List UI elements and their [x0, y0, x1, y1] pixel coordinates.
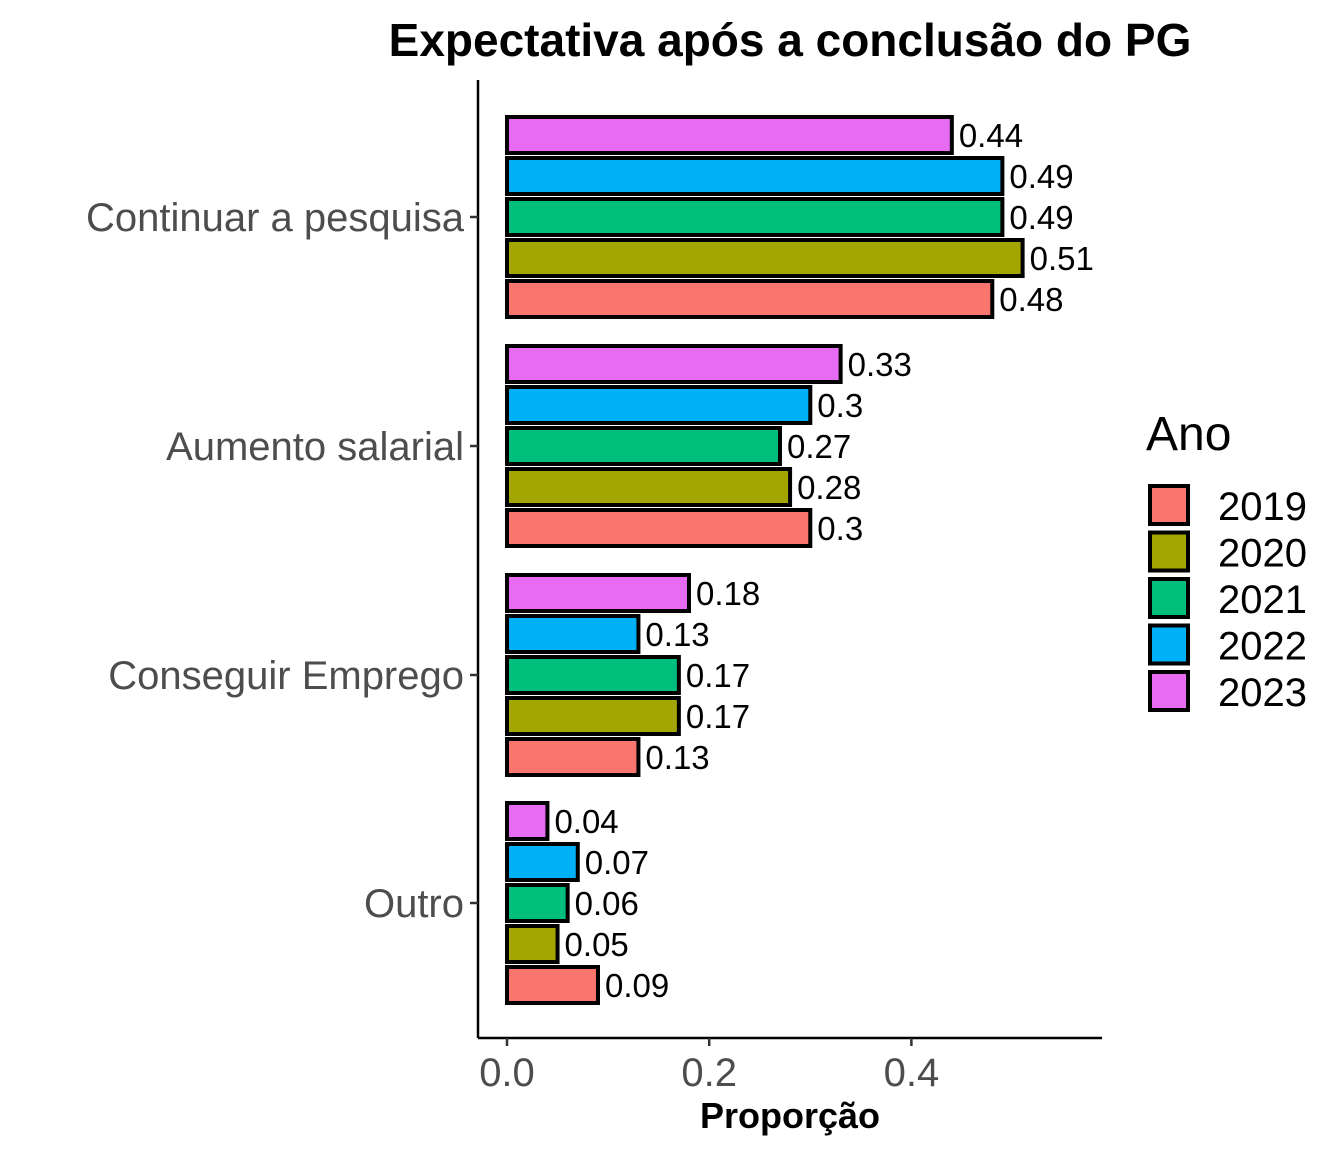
bar-2020-2 — [505, 696, 681, 736]
value-label-2023-1: 0.33 — [848, 346, 912, 383]
legend-key-2019 — [1148, 484, 1190, 526]
value-label-2020-2: 0.17 — [686, 698, 750, 735]
bar-2020-1 — [505, 467, 793, 507]
chart-title: Expectativa após a conclusão do PG — [389, 14, 1192, 66]
x-tick-label-1: 0.2 — [681, 1051, 737, 1095]
value-label-2021-2: 0.17 — [686, 657, 750, 694]
value-label-2022-1: 0.3 — [817, 387, 863, 424]
bar-2019-2 — [505, 737, 641, 777]
y-axis: Continuar a pesquisa Aumento salarial Cons… — [86, 196, 478, 926]
bar-2019-3 — [505, 965, 600, 1005]
x-tick-label-0: 0.0 — [479, 1051, 535, 1095]
bar-2022-0 — [505, 156, 1005, 196]
bar-2019-1 — [505, 508, 813, 548]
bar-2023-3 — [505, 801, 550, 841]
value-label-2019-3: 0.09 — [605, 967, 669, 1004]
value-label-2020-3: 0.05 — [565, 926, 629, 963]
value-label-2019-1: 0.3 — [817, 510, 863, 547]
category-label-3: Outro — [364, 882, 464, 926]
value-label-2022-0: 0.49 — [1009, 158, 1073, 195]
value-label-2020-0: 0.51 — [1030, 240, 1094, 277]
x-axis-title: Proporção — [700, 1095, 880, 1136]
legend-label-2021: 2021 — [1218, 578, 1307, 622]
value-label-2022-2: 0.13 — [645, 616, 709, 653]
bar-2022-2 — [505, 614, 641, 654]
bar-2021-1 — [505, 426, 782, 466]
value-label-2022-3: 0.07 — [585, 844, 649, 881]
value-label-2019-0: 0.48 — [999, 281, 1063, 318]
legend-title: Ano — [1146, 408, 1231, 461]
category-label-2: Conseguir Emprego — [108, 654, 464, 698]
bar-2020-0 — [505, 238, 1025, 278]
legend-label-2022: 2022 — [1218, 625, 1307, 669]
value-label-2023-0: 0.44 — [959, 117, 1023, 154]
category-label-1: Aumento salarial — [166, 425, 464, 469]
legend-label-2019: 2019 — [1218, 485, 1307, 529]
value-label-2020-1: 0.28 — [797, 469, 861, 506]
bar-2020-3 — [505, 924, 560, 964]
value-label-2023-2: 0.18 — [696, 575, 760, 612]
category-label-0: Continuar a pesquisa — [86, 196, 465, 240]
legend-key-2023 — [1148, 670, 1190, 712]
x-axis: 0.0 0.2 0.4 — [479, 1038, 939, 1095]
value-label-2021-0: 0.49 — [1009, 199, 1073, 236]
bar-2021-0 — [505, 197, 1005, 237]
bar-2023-1 — [505, 344, 843, 384]
legend-key-2022 — [1148, 623, 1190, 666]
value-label-2023-3: 0.04 — [554, 803, 618, 840]
bar-2022-3 — [505, 842, 580, 882]
value-label-2021-1: 0.27 — [787, 428, 851, 465]
bar-2022-1 — [505, 385, 813, 425]
legend-key-2020 — [1148, 530, 1190, 573]
bar-2023-2 — [505, 573, 691, 613]
bar-2023-0 — [505, 115, 954, 155]
x-tick-label-2: 0.4 — [884, 1051, 940, 1095]
value-label-2021-3: 0.06 — [575, 885, 639, 922]
legend-label-2023: 2023 — [1218, 671, 1307, 715]
bar-2021-2 — [505, 655, 681, 695]
plot-area: 0.48 0.51 0.49 0.49 0.44 0.3 0.28 0.27 0.3 0.33 0.… — [505, 115, 1094, 1005]
value-label-2019-2: 0.13 — [645, 739, 709, 776]
bar-2019-0 — [505, 279, 995, 319]
bar-2021-3 — [505, 883, 570, 923]
legend-label-2020: 2020 — [1218, 532, 1307, 576]
legend-key-2021 — [1148, 577, 1190, 619]
